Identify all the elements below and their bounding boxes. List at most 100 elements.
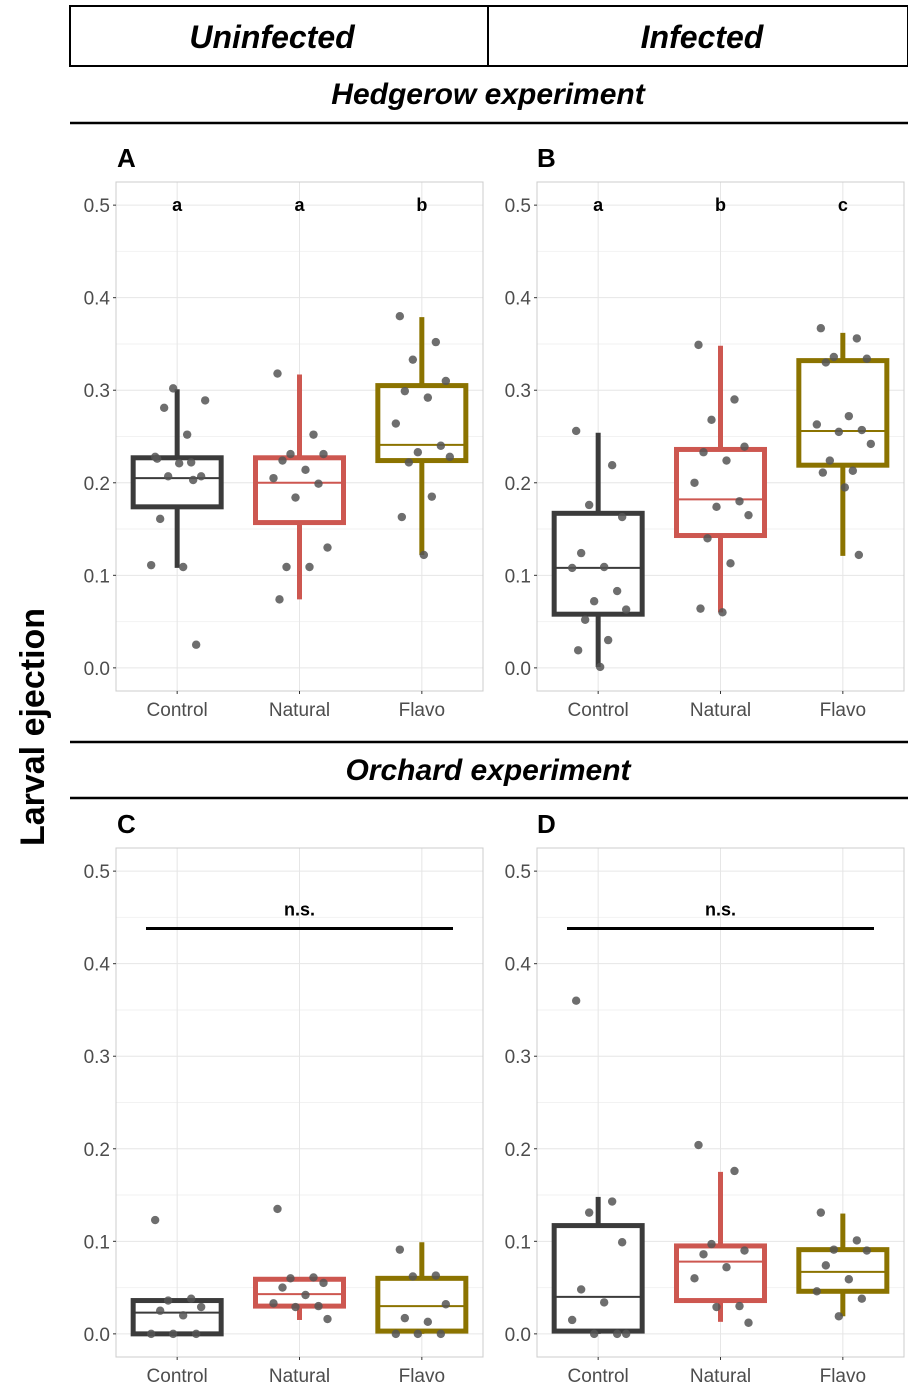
data-point [200,396,210,405]
data-point [690,478,699,487]
y-tick-label: 0.4 [505,955,532,976]
panel-b: 0.0 0.1 0.2 0.3 0.4 0.5 Control Natural Flavo a b c [505,181,905,721]
data-point [431,337,441,347]
significance-label: n.s. [284,900,315,920]
data-point [419,550,429,560]
data-point [413,448,423,457]
data-point [726,559,735,568]
data-point [840,483,850,492]
y-tick-label: 0.0 [84,1325,110,1346]
data-point [286,449,295,459]
y-tick-label: 0.2 [505,1140,531,1161]
panel-c: 0.0 0.1 0.2 0.3 0.4 0.5 Control Natural Flavo n.s… [84,847,484,1387]
data-point [825,456,835,465]
data-point [740,1246,749,1255]
data-point [829,1245,839,1254]
data-point [182,430,192,439]
header-uninfected: Uninfected [189,19,356,55]
y-tick-label: 0.4 [505,289,532,310]
significance-letter: a [172,195,183,215]
data-point [571,996,581,1005]
data-point [857,425,867,435]
data-point [821,358,831,367]
y-tick-label: 0.2 [84,474,110,495]
panel-d: 0.0 0.1 0.2 0.3 0.4 0.5 Control Natural Flavo n.s… [505,847,905,1387]
data-point [163,472,173,481]
data-point [584,1208,594,1217]
data-point [712,1302,721,1312]
data-point [617,512,627,522]
box-natural [674,446,767,539]
data-point [305,562,314,572]
data-point [273,1204,282,1214]
data-point [844,1275,854,1284]
data-point [612,586,622,596]
data-point [178,1311,188,1320]
data-point [186,458,196,467]
y-tick-label: 0.0 [505,659,531,680]
y-tick-label: 0.0 [505,1325,531,1346]
data-point [441,1300,451,1309]
data-point [314,479,323,488]
data-point [696,604,705,613]
data-point [400,1313,410,1323]
data-point [395,311,405,321]
data-point [404,458,414,467]
data-point [155,514,165,524]
x-tick-label-control: Control [147,700,208,721]
data-point [191,640,201,649]
data-point [275,595,284,604]
x-tick-label-natural: Natural [690,700,751,721]
data-point [621,605,631,614]
data-point [712,502,721,512]
data-point [699,448,708,457]
panel-a: 0.0 0.1 0.2 0.3 0.4 0.5 Control Natural Flavo a a b [84,181,484,721]
data-point [269,1299,278,1308]
data-point [269,473,278,483]
data-point [866,439,876,449]
data-point [730,1166,739,1176]
data-point [186,1294,196,1303]
data-point [740,442,749,451]
data-point [391,419,401,428]
data-point [178,562,188,572]
y-axis-title: Larval ejection [14,608,52,846]
data-point [413,1329,423,1339]
box-natural [674,1243,767,1304]
data-point [589,597,599,606]
data-point [848,466,858,475]
significance-letter: b [416,195,427,215]
y-tick-label: 0.1 [505,566,531,587]
x-tick-label-natural: Natural [269,700,330,721]
data-point [309,430,318,439]
box-flavo [375,1275,469,1334]
data-point [599,1298,609,1307]
data-point [854,550,864,560]
data-point [744,510,753,520]
y-tick-label: 0.1 [84,566,110,587]
x-tick-label-natural: Natural [690,1366,751,1387]
data-point [567,1315,577,1325]
data-point [603,635,613,645]
data-point [599,562,609,572]
data-point [319,449,328,459]
y-tick-label: 0.3 [505,381,531,402]
data-point [834,1312,844,1321]
y-tick-label: 0.2 [84,1140,110,1161]
data-point [844,411,854,421]
data-point [718,608,727,617]
panel-letter-d: D [537,809,556,839]
data-point [150,1215,160,1225]
data-point [391,1329,401,1339]
y-tick-label: 0.5 [505,862,531,883]
data-point [146,1329,156,1339]
data-point [431,1271,441,1280]
panel-letter-b: B [537,143,556,173]
data-point [829,352,839,362]
section-title-hedgerow: Hedgerow experiment [331,78,646,111]
data-point [196,472,206,481]
data-point [735,1301,744,1311]
data-point [857,1294,867,1303]
data-point [576,548,586,558]
